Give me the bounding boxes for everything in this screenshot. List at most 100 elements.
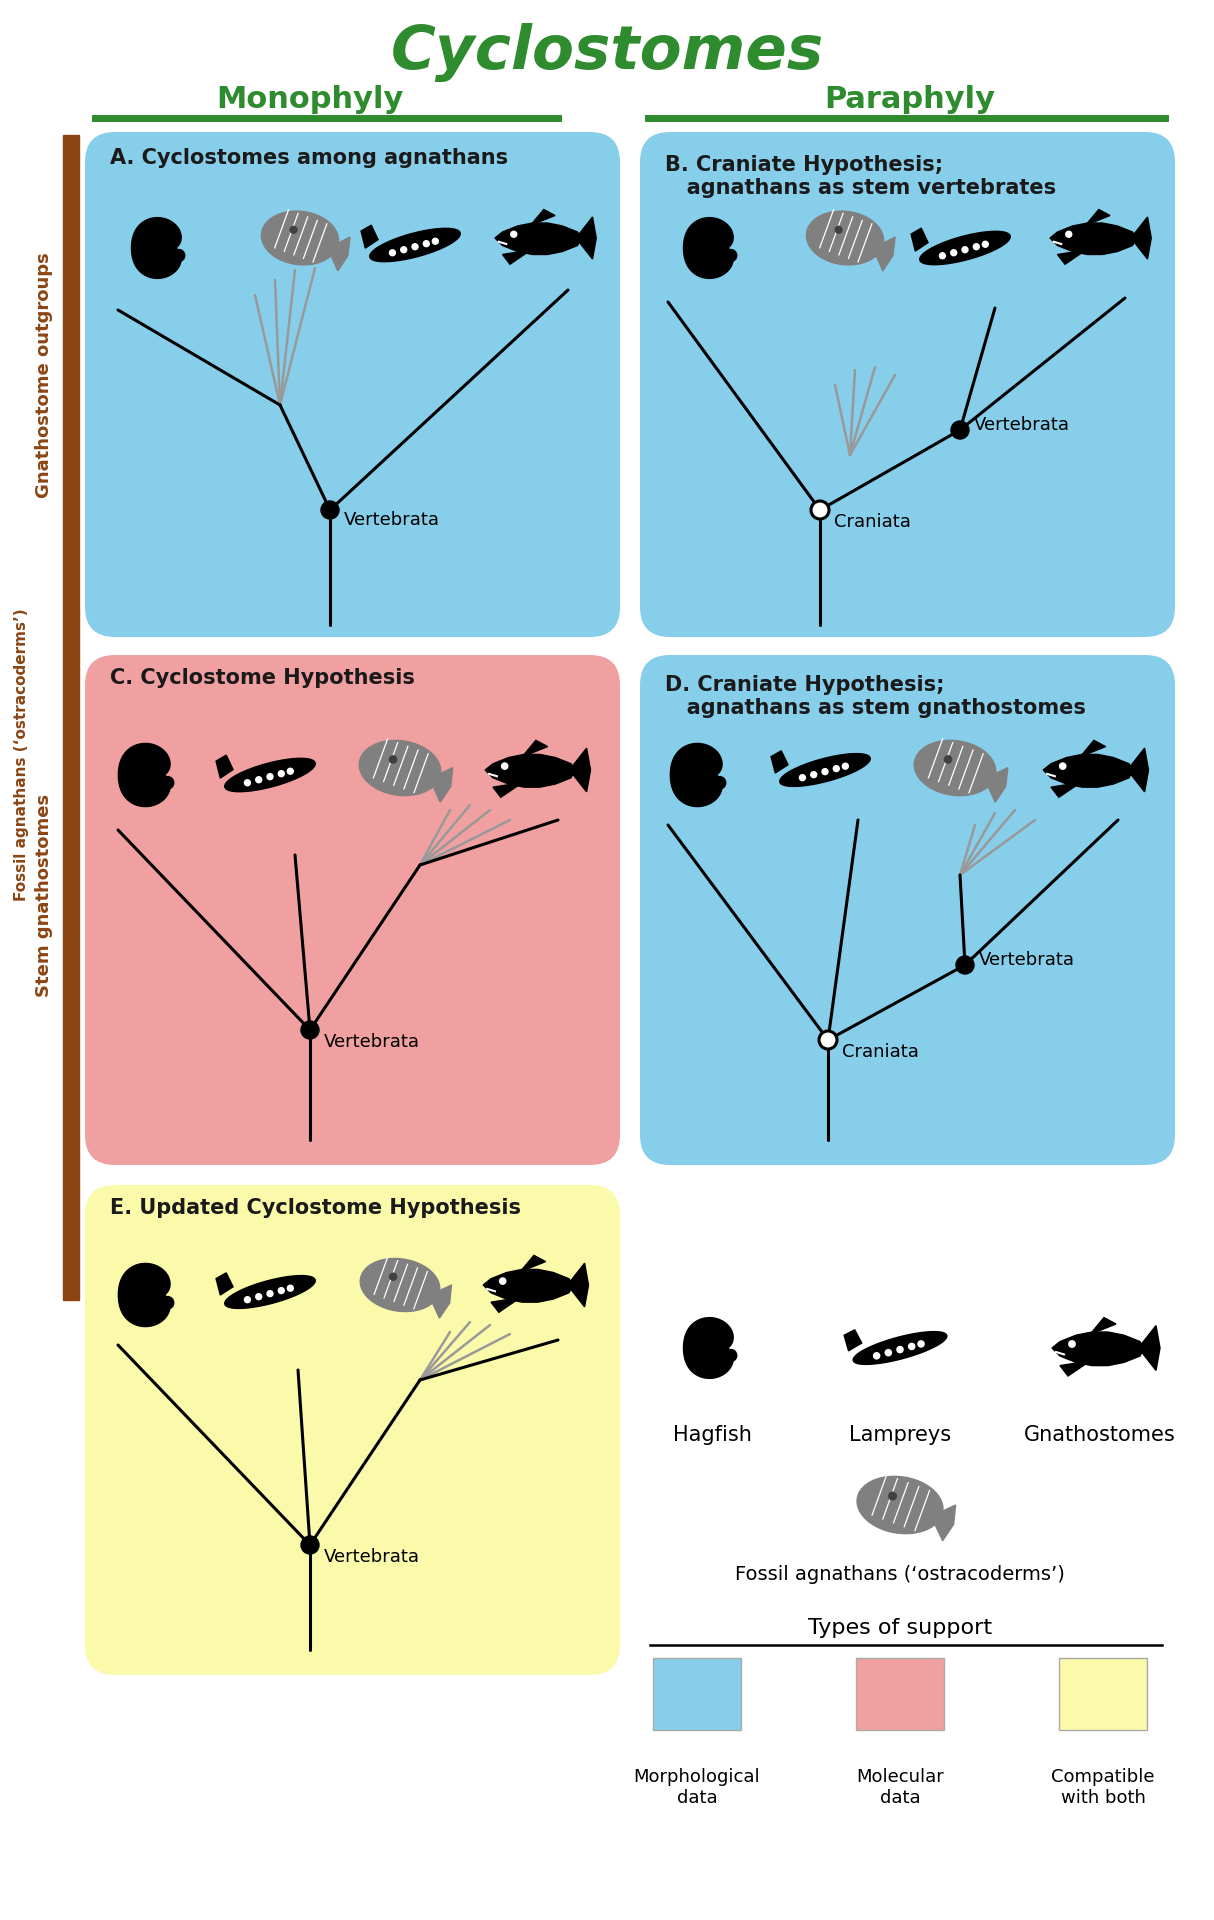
Polygon shape [524, 741, 548, 755]
Circle shape [944, 756, 952, 762]
Text: Vertebrata: Vertebrata [978, 950, 1076, 970]
Circle shape [955, 956, 974, 973]
Circle shape [714, 776, 726, 789]
Polygon shape [1088, 209, 1110, 223]
Polygon shape [844, 1331, 862, 1352]
Polygon shape [569, 749, 590, 791]
Circle shape [256, 1294, 262, 1300]
Circle shape [725, 1350, 737, 1361]
Text: Gnathostomes: Gnathostomes [1025, 1425, 1176, 1446]
Circle shape [301, 1536, 319, 1553]
Text: B. Craniate Hypothesis;
   agnathans as stem vertebrates: B. Craniate Hypothesis; agnathans as ste… [665, 156, 1056, 198]
Circle shape [432, 238, 438, 244]
Circle shape [951, 420, 969, 440]
Circle shape [1068, 1340, 1076, 1348]
Circle shape [401, 248, 407, 253]
Polygon shape [493, 783, 521, 797]
Polygon shape [683, 1317, 733, 1379]
Polygon shape [429, 1284, 452, 1319]
Text: Vertebrata: Vertebrata [974, 417, 1070, 434]
Polygon shape [779, 753, 870, 787]
Text: Stem gnathostomes: Stem gnathostomes [35, 793, 53, 996]
Polygon shape [361, 1258, 439, 1311]
Circle shape [811, 772, 817, 778]
Circle shape [1060, 762, 1066, 770]
Circle shape [811, 501, 829, 518]
Circle shape [278, 1288, 284, 1294]
Polygon shape [483, 1269, 573, 1302]
Text: Molecular
data: Molecular data [856, 1768, 943, 1807]
Polygon shape [1128, 749, 1148, 791]
Text: Paraphyly: Paraphyly [824, 86, 995, 115]
Polygon shape [857, 1476, 943, 1534]
Polygon shape [495, 223, 582, 255]
Polygon shape [359, 741, 441, 795]
FancyBboxPatch shape [85, 655, 620, 1165]
Polygon shape [328, 236, 350, 271]
Circle shape [320, 501, 339, 518]
Circle shape [874, 1354, 880, 1359]
Bar [856, 1659, 944, 1730]
Circle shape [725, 250, 737, 261]
Circle shape [889, 1492, 896, 1500]
Circle shape [288, 768, 294, 774]
Circle shape [161, 1296, 174, 1309]
Polygon shape [806, 211, 884, 265]
Circle shape [885, 1350, 891, 1356]
Polygon shape [567, 1263, 589, 1308]
Circle shape [290, 227, 297, 232]
Polygon shape [261, 211, 339, 265]
FancyBboxPatch shape [640, 132, 1175, 637]
Circle shape [819, 1031, 836, 1048]
Polygon shape [1057, 252, 1084, 265]
Circle shape [908, 1344, 915, 1350]
Circle shape [897, 1346, 903, 1352]
Circle shape [256, 778, 262, 783]
Circle shape [918, 1340, 924, 1348]
Bar [653, 1659, 741, 1730]
Circle shape [982, 242, 988, 248]
Polygon shape [683, 217, 733, 278]
Polygon shape [910, 228, 927, 252]
Circle shape [424, 240, 430, 246]
Polygon shape [920, 230, 1010, 265]
Polygon shape [486, 755, 575, 787]
Polygon shape [503, 252, 529, 265]
Text: Hagfish: Hagfish [673, 1425, 751, 1446]
FancyBboxPatch shape [85, 132, 620, 637]
Text: Vertebrata: Vertebrata [344, 511, 439, 530]
Text: D. Craniate Hypothesis;
   agnathans as stem gnathostomes: D. Craniate Hypothesis; agnathans as ste… [665, 676, 1085, 718]
Circle shape [267, 774, 273, 780]
Polygon shape [914, 741, 995, 795]
Text: A. Cyclostomes among agnathans: A. Cyclostomes among agnathans [110, 148, 509, 169]
Circle shape [278, 770, 284, 778]
Text: Compatible
with both: Compatible with both [1051, 1768, 1155, 1807]
Circle shape [390, 250, 396, 255]
Circle shape [501, 762, 507, 770]
Circle shape [833, 766, 839, 772]
Polygon shape [131, 217, 181, 278]
Text: E. Updated Cyclostome Hypothesis: E. Updated Cyclostome Hypothesis [110, 1198, 521, 1217]
Polygon shape [1050, 223, 1136, 255]
Circle shape [800, 774, 805, 781]
Text: Cyclostomes: Cyclostomes [391, 23, 823, 81]
Text: Craniata: Craniata [834, 513, 910, 532]
Polygon shape [931, 1505, 955, 1540]
Polygon shape [1139, 1325, 1161, 1371]
Polygon shape [216, 1273, 233, 1294]
Circle shape [244, 1296, 250, 1302]
Circle shape [1066, 230, 1072, 238]
Polygon shape [361, 225, 378, 248]
Polygon shape [575, 217, 596, 259]
Polygon shape [1051, 783, 1078, 797]
Polygon shape [1060, 1363, 1088, 1377]
Text: Monophyly: Monophyly [216, 86, 404, 115]
Circle shape [822, 768, 828, 774]
Polygon shape [771, 751, 788, 774]
Polygon shape [1093, 1317, 1116, 1332]
Circle shape [843, 764, 849, 770]
Polygon shape [1043, 755, 1133, 787]
Polygon shape [225, 1275, 316, 1308]
Polygon shape [1082, 741, 1106, 755]
Circle shape [244, 780, 250, 785]
